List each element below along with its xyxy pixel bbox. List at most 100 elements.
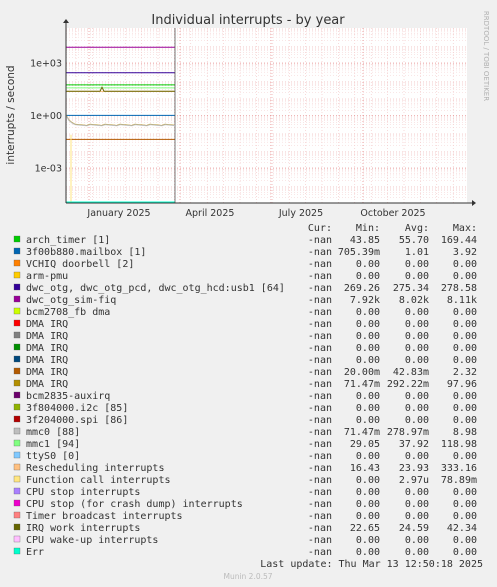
- legend-value-min: 269.26: [344, 283, 380, 294]
- legend-label: 3f804000.i2c [85]: [26, 403, 128, 414]
- legend-swatch: [13, 535, 21, 543]
- legend-value-cur: -nan: [308, 379, 332, 390]
- legend-swatch: [13, 319, 21, 327]
- legend-value-cur: -nan: [308, 535, 332, 546]
- x-tick-label: July 2025: [278, 208, 323, 219]
- legend-value-max: 169.44: [441, 235, 477, 246]
- legend-value-cur: -nan: [308, 475, 332, 486]
- legend-value-max: 78.89m: [441, 475, 477, 486]
- legend-value-max: 278.58: [441, 283, 477, 294]
- legend-value-avg: 0.00: [405, 451, 429, 462]
- legend-swatch: [13, 427, 21, 435]
- legend-value-max: 0.00: [453, 415, 477, 426]
- series-line: [65, 114, 175, 127]
- legend-label: DMA IRQ: [26, 379, 68, 390]
- legend-swatch: [13, 331, 21, 339]
- chart-title: Individual interrupts - by year: [151, 13, 345, 28]
- legend-header-avg: Avg:: [405, 223, 429, 234]
- legend-swatch: [13, 259, 21, 267]
- legend-value-avg: 0.00: [405, 511, 429, 522]
- legend-value-avg: 0.00: [405, 547, 429, 558]
- legend-value-max: 0.00: [453, 451, 477, 462]
- legend-label: dwc_otg, dwc_otg_pcd, dwc_otg_hcd:usb1 […: [26, 283, 285, 294]
- legend-swatch: [13, 235, 21, 243]
- x-tick-label: April 2025: [186, 208, 235, 219]
- legend-value-max: 0.00: [453, 259, 477, 270]
- legend-value-avg: 0.00: [405, 259, 429, 270]
- legend-swatch: [13, 499, 21, 507]
- legend-value-max: 0.00: [453, 535, 477, 546]
- legend-value-min: 705.39m: [338, 247, 380, 258]
- legend-value-min: 0.00: [356, 499, 380, 510]
- legend-value-min: 71.47m: [344, 379, 380, 390]
- legend-value-avg: 23.93: [399, 463, 429, 474]
- legend-value-min: 0.00: [356, 259, 380, 270]
- legend-value-cur: -nan: [308, 343, 332, 354]
- legend-label: arm-pmu: [26, 271, 68, 282]
- legend-value-cur: -nan: [308, 235, 332, 246]
- legend-value-max: 0.00: [453, 355, 477, 366]
- legend-value-min: 20.00m: [344, 367, 380, 378]
- legend-value-min: 0.00: [356, 391, 380, 402]
- legend-value-min: 0.00: [356, 319, 380, 330]
- legend-swatch: [13, 283, 21, 291]
- legend-value-avg: 37.92: [399, 439, 429, 450]
- legend-label: Timer broadcast interrupts: [26, 511, 183, 522]
- legend-value-avg: 2.97u: [399, 475, 429, 486]
- legend-value-avg: 0.00: [405, 307, 429, 318]
- legend-value-avg: 0.00: [405, 331, 429, 342]
- legend-label: DMA IRQ: [26, 319, 68, 330]
- legend-value-cur: -nan: [308, 427, 332, 438]
- legend-value-cur: -nan: [308, 391, 332, 402]
- legend-value-cur: -nan: [308, 451, 332, 462]
- legend-value-min: 71.47m: [344, 427, 380, 438]
- legend-swatch: [13, 487, 21, 495]
- legend-value-max: 0.00: [453, 271, 477, 282]
- legend-value-min: 0.00: [356, 307, 380, 318]
- legend-value-max: 0.00: [453, 499, 477, 510]
- legend-label: VCHIQ doorbell [2]: [26, 259, 134, 270]
- legend-value-min: 0.00: [356, 271, 380, 282]
- x-axis-arrow: [472, 200, 476, 206]
- legend-swatch: [13, 547, 21, 555]
- legend-value-max: 42.34: [447, 523, 477, 534]
- legend-value-max: 0.00: [453, 391, 477, 402]
- legend-value-min: 0.00: [356, 487, 380, 498]
- legend-header-max: Max:: [453, 223, 477, 234]
- legend-swatch: [13, 391, 21, 399]
- series-line: [66, 86, 175, 92]
- legend-value-cur: -nan: [308, 271, 332, 282]
- legend-value-max: 2.32: [453, 367, 477, 378]
- legend-value-avg: 0.00: [405, 499, 429, 510]
- x-tick-label: October 2025: [360, 208, 425, 219]
- legend-value-avg: 0.00: [405, 391, 429, 402]
- legend-value-avg: 0.00: [405, 403, 429, 414]
- legend-value-max: 0.00: [453, 547, 477, 558]
- legend-value-max: 0.00: [453, 511, 477, 522]
- y-axis-arrow: [63, 19, 69, 23]
- legend-value-cur: -nan: [308, 331, 332, 342]
- legend-value-min: 0.00: [356, 355, 380, 366]
- legend-value-cur: -nan: [308, 259, 332, 270]
- legend-value-avg: 278.97m: [387, 427, 429, 438]
- legend-value-cur: -nan: [308, 367, 332, 378]
- footer-version: Munin 2.0.57: [223, 572, 272, 581]
- legend-label: IRQ work interrupts: [26, 523, 140, 534]
- legend-value-max: 0.00: [453, 343, 477, 354]
- legend-value-min: 0.00: [356, 331, 380, 342]
- legend-label: 3f204000.spi [86]: [26, 415, 128, 426]
- legend-value-max: 0.00: [453, 403, 477, 414]
- legend-swatch: [13, 463, 21, 471]
- legend-value-avg: 1.01: [405, 247, 429, 258]
- legend-value-cur: -nan: [308, 439, 332, 450]
- legend-swatch: [13, 475, 21, 483]
- y-tick-label: 1e+03: [30, 59, 62, 70]
- legend-label: DMA IRQ: [26, 343, 68, 354]
- legend-label: mmc1 [94]: [26, 439, 80, 450]
- legend-value-avg: 0.00: [405, 535, 429, 546]
- series-lines: [65, 28, 176, 203]
- legend-header-min: Min:: [356, 223, 380, 234]
- legend-value-avg: 55.70: [399, 235, 429, 246]
- x-tick-label: January 2025: [86, 208, 150, 219]
